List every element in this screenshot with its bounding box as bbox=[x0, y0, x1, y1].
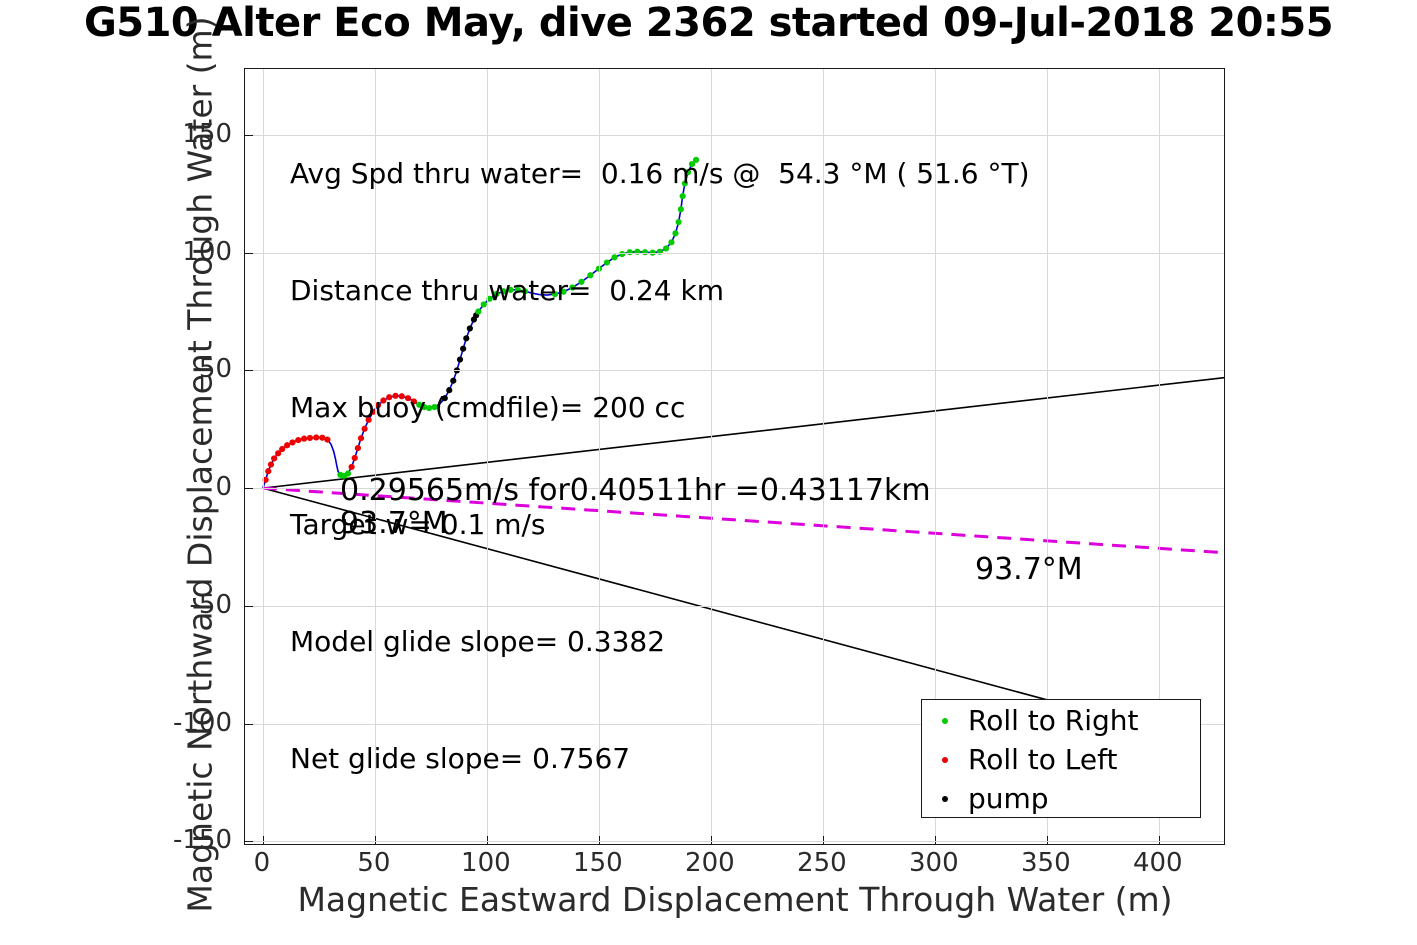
x-tick-mark bbox=[1158, 836, 1160, 844]
grid-line-horizontal bbox=[245, 488, 1224, 490]
grid-line-vertical bbox=[1046, 69, 1048, 844]
x-axis-label: Magnetic Eastward Displacement Through W… bbox=[297, 880, 1173, 919]
grid-line-vertical bbox=[486, 69, 488, 844]
x-tick-label: 150 bbox=[573, 848, 623, 878]
y-tick-label: 100 bbox=[182, 236, 232, 267]
y-tick-label: 50 bbox=[198, 354, 232, 385]
y-tick-mark bbox=[245, 134, 253, 136]
dive-stats-annotation: Avg Spd thru water= 0.16 m/s @ 54.3 °M (… bbox=[290, 76, 1030, 817]
legend-label: Roll to Right bbox=[968, 704, 1139, 737]
drift-heading-end-annotation: 93.7°M bbox=[975, 552, 1083, 587]
y-tick-label: 150 bbox=[182, 118, 232, 149]
x-tick-mark bbox=[822, 836, 824, 844]
annot-net-slope: Net glide slope= 0.7567 bbox=[290, 742, 631, 775]
y-tick-mark bbox=[245, 252, 253, 254]
x-tick-mark bbox=[934, 836, 936, 844]
page-title: G510 Alter Eco May, dive 2362 started 09… bbox=[83, 0, 1334, 46]
x-tick-label: 300 bbox=[909, 848, 959, 878]
grid-line-vertical bbox=[822, 69, 824, 844]
x-tick-mark bbox=[374, 836, 376, 844]
x-tick-label: 50 bbox=[357, 848, 391, 878]
grid-line-vertical bbox=[710, 69, 712, 844]
legend[interactable]: Roll to Right Roll to Left pump bbox=[921, 699, 1201, 818]
annot-avg-speed: Avg Spd thru water= 0.16 m/s @ 54.3 °M (… bbox=[290, 157, 1030, 190]
x-tick-mark bbox=[486, 836, 488, 844]
x-tick-mark bbox=[1046, 836, 1048, 844]
x-tick-label: 0 bbox=[253, 848, 271, 878]
grid-line-horizontal bbox=[245, 723, 1224, 725]
y-tick-mark bbox=[245, 841, 253, 843]
annot-target-w: Target w= 0.1 m/s bbox=[290, 508, 546, 541]
legend-item[interactable]: Roll to Left bbox=[922, 740, 1200, 779]
drift-heading-origin-annotation: 93.7°M bbox=[340, 506, 448, 541]
legend-item[interactable]: pump bbox=[922, 779, 1200, 818]
x-tick-label: 200 bbox=[685, 848, 735, 878]
x-tick-label: 400 bbox=[1132, 848, 1183, 878]
legend-marker-icon bbox=[922, 756, 968, 763]
track-canvas bbox=[262, 156, 1224, 708]
x-tick-mark bbox=[710, 836, 712, 844]
legend-label: Roll to Left bbox=[968, 743, 1118, 776]
series-points-roll-to-left bbox=[262, 392, 417, 483]
grid-line-vertical bbox=[262, 69, 264, 844]
y-axis-label-wrapper: Magnetic Northward Displacement Through … bbox=[0, 0, 220, 945]
drift-speed-annotation: 0.29565m/s for0.40511hr =0.43117km bbox=[340, 473, 931, 508]
grid-line-horizontal bbox=[245, 605, 1224, 607]
y-tick-mark bbox=[245, 723, 253, 725]
x-tick-label: 350 bbox=[1020, 848, 1071, 878]
series-line-drift-cone-upper bbox=[262, 376, 1224, 489]
legend-marker-icon bbox=[922, 795, 968, 802]
x-tick-label: 100 bbox=[461, 848, 511, 878]
y-tick-label: 0 bbox=[215, 472, 232, 503]
grid-line-horizontal bbox=[245, 134, 1224, 136]
grid-line-vertical bbox=[934, 69, 936, 844]
legend-marker-icon bbox=[922, 717, 968, 724]
x-tick-label: 250 bbox=[797, 848, 847, 878]
annot-max-buoy: Max buoy (cmdfile)= 200 cc bbox=[290, 391, 686, 424]
legend-label: pump bbox=[968, 782, 1049, 815]
grid-line-vertical bbox=[1158, 69, 1160, 844]
grid-line-horizontal bbox=[245, 252, 1224, 254]
series-points-roll-to-right bbox=[337, 156, 700, 479]
y-tick-label: -150 bbox=[172, 825, 232, 856]
grid-line-horizontal bbox=[245, 370, 1224, 372]
x-tick-mark bbox=[262, 836, 264, 844]
grid-line-horizontal bbox=[245, 841, 1224, 843]
annot-distance: Distance thru water= 0.24 km bbox=[290, 274, 724, 307]
y-tick-label: -100 bbox=[172, 707, 232, 738]
x-tick-mark bbox=[598, 836, 600, 844]
legend-item[interactable]: Roll to Right bbox=[922, 701, 1200, 740]
y-tick-mark bbox=[245, 605, 253, 607]
y-tick-mark bbox=[245, 488, 253, 490]
grid-line-vertical bbox=[374, 69, 376, 844]
annot-model-slope: Model glide slope= 0.3382 bbox=[290, 625, 666, 658]
y-tick-mark bbox=[245, 370, 253, 372]
grid-line-vertical bbox=[598, 69, 600, 844]
y-tick-label: -50 bbox=[189, 589, 232, 620]
series-line-drift-cone-lower bbox=[262, 487, 1074, 708]
y-axis-label: Magnetic Northward Displacement Through … bbox=[180, 16, 220, 913]
